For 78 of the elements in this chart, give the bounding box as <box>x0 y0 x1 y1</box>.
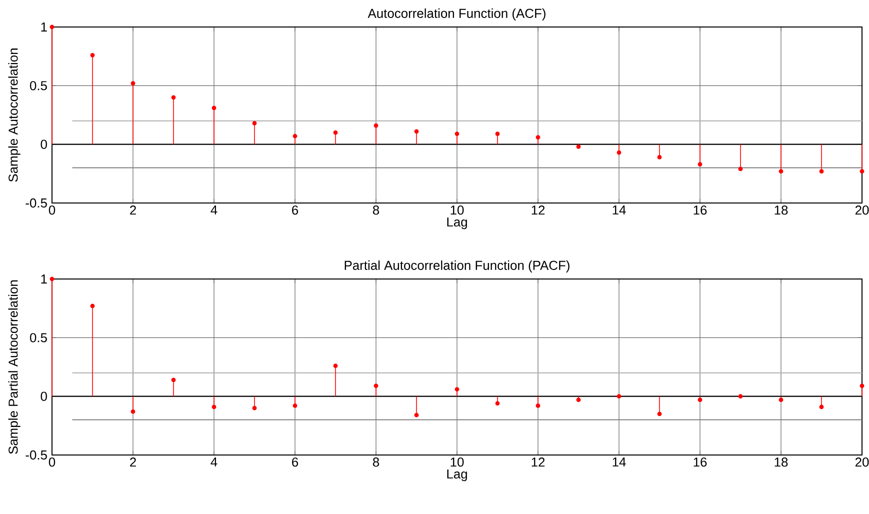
x-tick-label: 18 <box>774 206 788 215</box>
x-axis-title: Lag <box>447 218 467 230</box>
x-tick-label: 0 <box>48 206 56 215</box>
point <box>495 401 500 406</box>
x-tick-label: 12 <box>532 458 545 467</box>
y-tick-label: 0.5 <box>30 81 47 90</box>
x-tick-label: 10 <box>450 206 464 215</box>
x-tick-label: 18 <box>774 458 788 467</box>
point <box>819 169 824 174</box>
x-tick-label: 2 <box>130 206 136 215</box>
point <box>171 95 176 100</box>
x-tick-label: 16 <box>694 458 707 467</box>
point <box>50 24 54 30</box>
point <box>778 169 784 174</box>
x-tick-label: 6 <box>292 206 298 215</box>
point <box>778 398 784 402</box>
y-tick-label: 0.5 <box>30 333 47 342</box>
point <box>536 135 540 140</box>
y-tick-label: 0 <box>40 392 47 401</box>
point <box>576 398 581 402</box>
point <box>171 378 176 382</box>
point <box>495 132 500 136</box>
x-tick-label: 0 <box>48 458 56 467</box>
point <box>616 150 622 155</box>
point <box>212 106 216 110</box>
point <box>50 276 54 282</box>
point <box>738 394 743 399</box>
point <box>374 384 378 388</box>
chart-title: Autocorrelation Function (ACF) <box>368 8 546 21</box>
x-axis-title: Lag <box>447 470 467 482</box>
point <box>860 169 864 174</box>
point <box>212 404 216 410</box>
x-tick-label: 14 <box>612 206 626 214</box>
point <box>414 412 419 418</box>
point <box>657 412 662 416</box>
x-tick-label: 20 <box>855 206 869 215</box>
point <box>860 384 864 388</box>
point <box>333 364 338 368</box>
y-tick-label: -0.5 <box>26 450 47 460</box>
x-tick-label: 16 <box>694 206 707 215</box>
y-tick-label: 1 <box>41 22 47 32</box>
x-tick-label: 20 <box>855 458 869 467</box>
x-tick-label: 12 <box>532 206 545 215</box>
y-tick-label: 0 <box>40 140 47 149</box>
point <box>252 406 257 410</box>
point <box>292 404 298 408</box>
x-tick-label: 14 <box>612 458 626 466</box>
x-tick-label: 2 <box>130 458 136 467</box>
x-tick-label: 4 <box>210 458 218 466</box>
point <box>292 134 298 138</box>
y-axis-title: Sample Autocorrelation <box>8 48 20 182</box>
point <box>454 132 460 136</box>
x-tick-label: 4 <box>210 206 218 214</box>
y-axis-title: Sample Partial Autocorrelation <box>8 280 20 454</box>
point <box>130 409 136 414</box>
point <box>738 166 743 172</box>
point <box>252 121 257 126</box>
point <box>414 129 419 134</box>
point <box>698 162 702 166</box>
point <box>333 130 338 135</box>
x-tick-label: 8 <box>372 458 380 467</box>
point <box>536 404 540 408</box>
point <box>130 81 136 86</box>
point <box>90 52 95 58</box>
point <box>576 144 581 149</box>
y-tick-label: 1 <box>41 274 47 284</box>
point <box>819 404 824 410</box>
point <box>698 398 702 402</box>
y-tick-label: -0.5 <box>26 198 47 208</box>
point <box>454 387 460 392</box>
point <box>90 304 95 308</box>
point <box>657 155 662 160</box>
point <box>374 123 378 128</box>
point <box>616 394 622 399</box>
x-tick-label: 10 <box>450 458 464 467</box>
x-tick-label: 8 <box>372 206 380 215</box>
chart-title: Partial Autocorrelation Function (PACF) <box>344 260 570 273</box>
x-tick-label: 6 <box>292 458 298 467</box>
